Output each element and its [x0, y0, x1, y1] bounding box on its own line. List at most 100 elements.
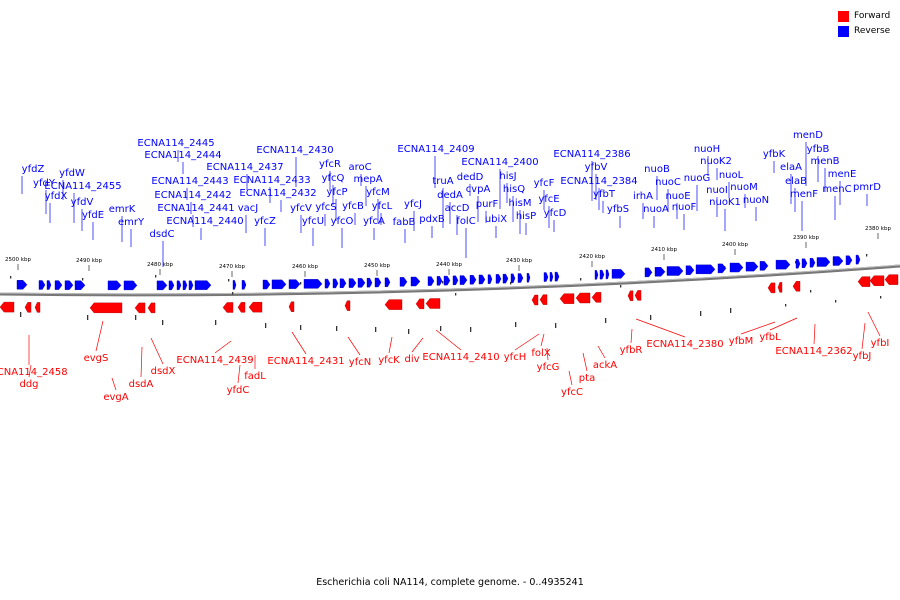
- reverse-gene-arrow: [502, 273, 509, 284]
- reverse-gene-label: yfcA: [363, 216, 385, 227]
- reverse-gene-arrow: [685, 265, 695, 275]
- scale-label: 2490 kbp: [76, 258, 102, 264]
- reverse-gene-arrow: [554, 271, 560, 282]
- scale-label: 2460 kbp: [292, 264, 318, 270]
- scale-label: 2440 kbp: [436, 262, 462, 268]
- forward-gene-arrow: [559, 293, 575, 304]
- reverse-gene-arrow: [452, 275, 459, 286]
- reverse-gene-label: ECNA114_2432: [239, 188, 316, 199]
- reverse-gene-label: nuoI: [706, 185, 728, 196]
- forward-gene-leader: [568, 370, 573, 386]
- forward-gene-label: ECNA114_2431: [267, 356, 344, 367]
- forward-gene-leader: [111, 377, 117, 391]
- reverse-gene-label: ECNA114_2444: [144, 150, 221, 161]
- strand-marker: [580, 278, 582, 281]
- reverse-gene-arrow: [188, 280, 194, 290]
- reverse-gene-label: yfcO: [331, 216, 354, 227]
- reverse-gene-label: pmrD: [853, 182, 881, 193]
- reverse-gene-arrow: [176, 280, 182, 291]
- reverse-gene-label: nuoN: [743, 195, 769, 206]
- reverse-gene-layer: yfdZ yfdY yfdX yfdW ECNA114_2455 yfdV yfdE emrK…: [16, 130, 881, 291]
- reverse-gene-label: ECNA114_2433: [233, 175, 310, 186]
- strand-marker: [605, 318, 607, 323]
- strand-marker: [300, 282, 302, 285]
- forward-gene-arrow: [425, 298, 441, 309]
- reverse-gene-arrow: [410, 276, 421, 287]
- legend-forward: Forward: [838, 9, 890, 23]
- reverse-gene-arrow: [324, 278, 331, 289]
- reverse-gene-arrow: [594, 270, 599, 280]
- reverse-gene-label: yfcV: [290, 203, 312, 214]
- forward-gene-leader: [28, 364, 32, 378]
- forward-gene-leader: [140, 346, 143, 378]
- reverse-gene-label: yfdX: [45, 191, 68, 202]
- reverse-gene-label: yfbT: [593, 189, 616, 200]
- forward-gene-arrow: [884, 274, 899, 285]
- reverse-gene-label: dsdC: [150, 229, 175, 240]
- reverse-gene-label: yfcR: [319, 159, 341, 170]
- scale-label: 2410 kbp: [651, 247, 677, 253]
- scale-label: 2450 kbp: [364, 263, 390, 269]
- forward-gene-arrow: [575, 292, 591, 304]
- legend-reverse-label: Reverse: [854, 26, 891, 36]
- reverse-gene-label: yfbB: [807, 144, 830, 155]
- reverse-gene-arrow: [845, 255, 853, 265]
- strand-marker: [232, 292, 234, 295]
- reverse-gene-arrow: [366, 277, 373, 288]
- strand-marker: [455, 293, 457, 296]
- reverse-gene-arrow: [695, 264, 716, 275]
- reverse-gene-arrow: [729, 262, 744, 273]
- forward-gene-arrow: [857, 276, 871, 287]
- reverse-gene-label: yfcJ: [404, 199, 422, 210]
- reverse-gene-label: yfdV: [71, 197, 94, 208]
- forward-gene-leader: [582, 352, 588, 372]
- forward-gene-arrow: [344, 300, 351, 311]
- forward-gene-leader: [435, 329, 462, 351]
- forward-gene-label: ECNA114_2380: [646, 339, 723, 350]
- reverse-gene-arrow: [487, 274, 493, 284]
- forward-gene-label: fadL: [244, 371, 266, 382]
- reverse-gene-label: nuoB: [644, 164, 670, 175]
- forward-gene-label: ackA: [593, 360, 617, 371]
- reverse-gene-label: nuoK2: [700, 156, 732, 167]
- reverse-gene-label: yfcL: [372, 201, 393, 212]
- forward-gene-leader: [635, 318, 686, 338]
- reverse-gene-arrow: [599, 269, 605, 280]
- scale-label: 2380 kbp: [865, 226, 891, 232]
- reverse-gene-arrow: [232, 280, 237, 290]
- reverse-gene-arrow: [745, 261, 759, 272]
- forward-gene-label: yfbM: [729, 336, 753, 347]
- strand-marker: [162, 320, 164, 325]
- forward-gene-arrow: [767, 282, 776, 294]
- reverse-gene-label: menB: [810, 156, 839, 167]
- reverse-gene-label: ECNA114_2386: [553, 149, 630, 160]
- reverse-gene-label: yfdY: [33, 178, 56, 189]
- strand-marker: [265, 323, 267, 328]
- strand-marker: [785, 304, 787, 307]
- reverse-gene-label: nuoH: [694, 144, 720, 155]
- scale-label: 2430 kbp: [506, 258, 532, 264]
- reverse-gene-label: yfcU: [302, 216, 324, 227]
- forward-gene-arrow: [237, 302, 246, 313]
- reverse-gene-label: purF: [476, 199, 499, 210]
- reverse-gene-arrow: [427, 276, 435, 286]
- forward-gene-arrow: [591, 292, 602, 303]
- reverse-gene-label: yfcB: [342, 201, 364, 212]
- forward-gene-leader: [769, 317, 798, 331]
- forward-gene-arrow: [134, 302, 146, 314]
- forward-gene-arrow: [147, 302, 156, 314]
- reverse-gene-label: dedA: [437, 190, 463, 201]
- forward-gene-arrow: [24, 302, 32, 313]
- reverse-gene-label: nuoC: [655, 177, 681, 188]
- reverse-gene-arrow: [654, 267, 666, 277]
- reverse-gene-label: yfbV: [585, 162, 608, 173]
- reverse-gene-arrow: [339, 278, 347, 288]
- forward-gene-arrow: [539, 294, 548, 305]
- reverse-gene-arrow: [436, 276, 443, 286]
- reverse-gene-arrow: [74, 280, 86, 290]
- scale-label: 2390 kbp: [793, 235, 819, 241]
- reverse-gene-arrow: [168, 280, 175, 291]
- reverse-gene-label: nuoE: [665, 191, 690, 202]
- forward-gene-label: yfcN: [349, 357, 371, 368]
- forward-gene-label: pta: [579, 373, 595, 384]
